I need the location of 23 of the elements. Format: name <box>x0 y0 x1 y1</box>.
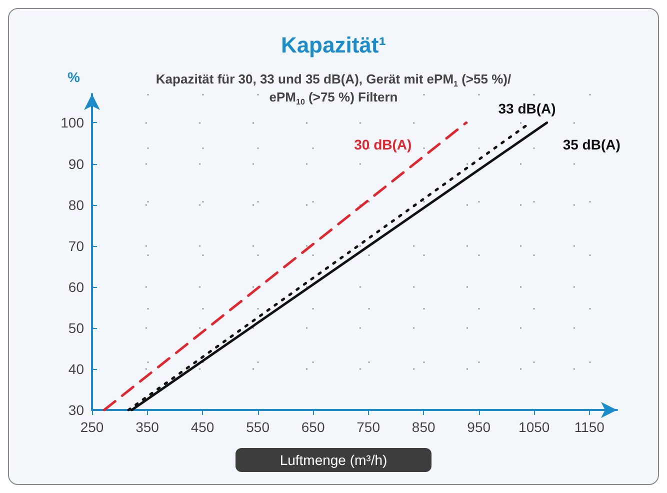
y-tick-label: 40 <box>68 360 84 377</box>
x-tick-label: 750 <box>356 419 380 435</box>
x-tick-label: 850 <box>412 419 436 435</box>
y-tick-label: 80 <box>68 196 84 213</box>
x-tick-label: 650 <box>301 419 325 435</box>
chart-title: Kapazität¹ <box>280 32 386 58</box>
y-tick-label: 70 <box>68 238 84 254</box>
x-tick-label: 1150 <box>574 419 605 435</box>
x-tick-label: 1050 <box>518 419 550 435</box>
series-label: 30 dB(A) <box>354 136 412 153</box>
x-tick-label: 350 <box>136 419 160 435</box>
y-tick-label: 60 <box>68 278 84 295</box>
series-label: 35 dB(A) <box>562 136 620 153</box>
x-axis-title: Luftmenge (m³/h) <box>280 452 388 468</box>
y-tick-label: 90 <box>68 156 84 172</box>
x-tick-label: 950 <box>467 419 491 435</box>
y-tick-label: 30 <box>68 402 84 418</box>
y-tick-label: 50 <box>68 320 84 336</box>
x-tick-label: 250 <box>80 419 104 435</box>
y-tick-label: 100 <box>60 114 84 131</box>
x-tick-label: 450 <box>190 419 214 435</box>
y-axis-title: % <box>68 69 81 85</box>
x-tick-label: 550 <box>246 419 270 435</box>
